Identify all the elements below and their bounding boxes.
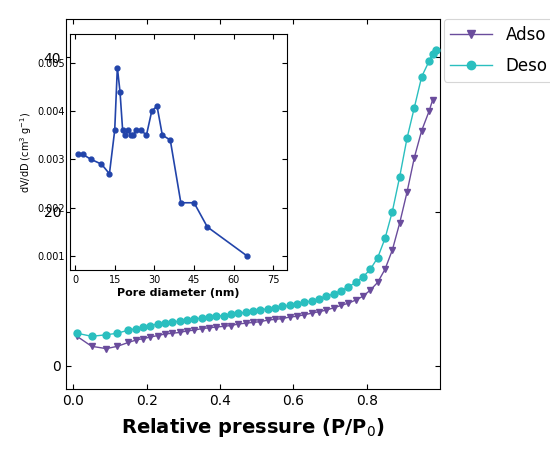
Deso [411,105,417,110]
Adso [191,328,197,333]
Adso [114,344,120,349]
Adso [74,334,80,339]
Adso [345,301,351,306]
Deso [177,318,183,324]
Adso [221,323,227,329]
Adso [389,247,395,253]
Adso [331,305,337,310]
Deso [243,310,249,315]
Adso [367,287,373,293]
Adso [411,155,417,161]
Deso [213,313,219,319]
Deso [74,330,80,336]
Adso [140,336,146,341]
Deso [367,266,373,272]
Adso [184,328,190,334]
Adso [316,309,322,315]
Deso [279,303,285,309]
Adso [287,314,293,320]
Deso [89,334,95,339]
Adso [338,303,344,309]
Deso [147,323,153,328]
Adso [133,337,139,343]
Deso [265,306,271,311]
Deso [191,317,197,322]
Adso [162,331,168,337]
Deso [103,332,109,337]
Deso [430,51,436,56]
Deso [338,288,344,294]
Adso [199,326,205,331]
Deso [389,209,395,214]
Adso [323,307,329,313]
Deso [345,284,351,290]
Adso [294,313,300,319]
Deso [125,328,131,333]
Deso [169,319,175,325]
Deso [114,330,120,336]
X-axis label: Relative pressure (P/P$_0$): Relative pressure (P/P$_0$) [121,416,385,439]
Deso [316,296,322,301]
Adso [272,317,278,322]
Deso [221,313,227,319]
Adso [89,344,95,349]
Deso [375,255,381,261]
Deso [184,317,190,323]
Deso [235,310,241,316]
Line: Deso: Deso [74,46,440,340]
Adso [353,297,359,303]
Deso [294,301,300,307]
Deso [257,307,263,313]
Deso [353,280,359,285]
Deso [250,308,256,314]
Adso [243,320,249,326]
Adso [228,323,234,328]
Deso [360,274,366,280]
Adso [125,339,131,345]
Adso [426,109,432,114]
Deso [331,291,337,297]
Adso [360,293,366,299]
Deso [206,314,212,320]
Deso [301,300,307,305]
Deso [309,298,315,304]
Adso [265,317,271,323]
Deso [426,58,432,64]
Adso [430,97,436,103]
Deso [433,47,439,53]
Adso [235,321,241,327]
Line: Adso: Adso [74,96,436,352]
Deso [140,324,146,330]
Deso [323,293,329,299]
Adso [213,324,219,330]
Adso [404,190,410,195]
Deso [199,315,205,321]
Adso [177,329,183,335]
Adso [419,128,425,134]
Deso [419,74,425,80]
Deso [397,174,403,180]
Adso [103,346,109,352]
Adso [155,333,161,338]
Adso [206,325,212,331]
Deso [404,136,410,141]
Deso [272,305,278,310]
Deso [382,236,388,241]
Adso [147,334,153,340]
Deso [133,326,139,331]
Adso [257,319,263,325]
Deso [155,321,161,327]
Deso [162,320,168,326]
Deso [287,303,293,309]
Adso [397,220,403,226]
Adso [301,312,307,318]
Adso [250,319,256,325]
Adso [382,266,388,272]
Adso [169,330,175,336]
Deso [228,311,234,317]
Adso [279,316,285,321]
Legend: Adso, Deso: Adso, Deso [444,19,550,82]
Adso [309,310,315,316]
Adso [375,280,381,285]
